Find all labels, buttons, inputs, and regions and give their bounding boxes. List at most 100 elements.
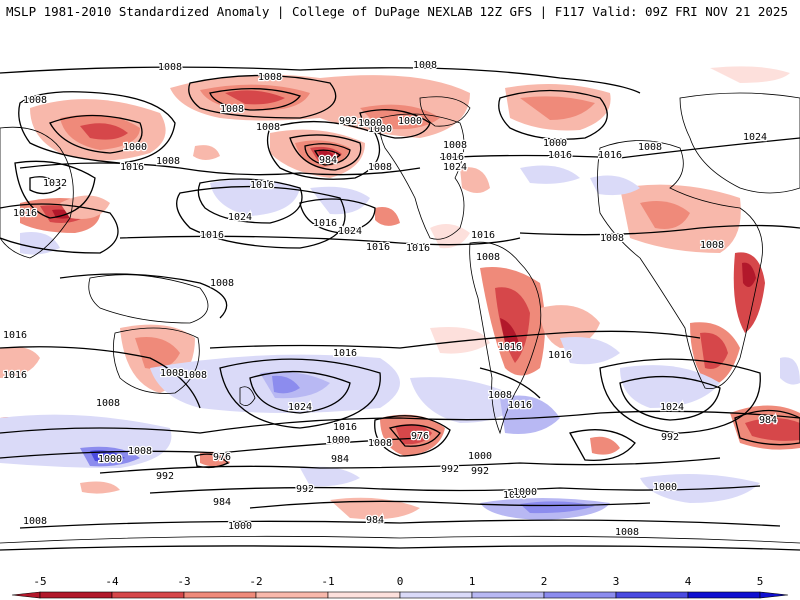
isobar-992-atlantic-low (304, 143, 351, 166)
isobar-label: 1016 (333, 348, 357, 359)
isobar-label: 1008 (23, 516, 47, 527)
isobar-label: 1016 (471, 230, 495, 241)
isobar-1024-indian-high (619, 375, 721, 421)
isobar-1016-atlantic (519, 224, 800, 236)
isobar-label: 1008 (443, 140, 467, 151)
isobar-label: 1000 (326, 435, 350, 446)
colorbar-swatch (111, 591, 185, 599)
isobars (0, 66, 800, 551)
colorbar-swatch (39, 591, 113, 599)
isobar-1016-subtropical (176, 185, 346, 249)
isobar-label: 1016 (440, 152, 464, 163)
isobar-label: 1016 (366, 242, 390, 253)
isobar-1016-indian-high (599, 358, 761, 434)
colorbar-tick-label: 1 (469, 575, 476, 588)
coastline-north-america (379, 113, 465, 240)
isobar-label: 1000 (368, 124, 392, 135)
isobar-label: 1008 (413, 60, 437, 71)
colorbar-arrow-low (11, 591, 41, 599)
isobar-1016-asia (0, 203, 119, 254)
colorbar-swatch (543, 591, 617, 599)
map-title: MSLP 1981-2010 Standardized Anomaly | Co… (6, 4, 473, 19)
isobar-1016-pacific (19, 162, 421, 176)
isobar-label: 1008 (638, 142, 662, 153)
isobar-1000-scandinavia (359, 109, 431, 139)
negative-anomaly-shading (0, 66, 800, 520)
isobar-label: 1008 (158, 62, 182, 73)
isobar-label: 1000 (358, 118, 382, 129)
isobar-1008-asia-monsoon (59, 273, 228, 319)
isobar-1016-central (439, 137, 800, 159)
isobar-label: 1008 (156, 156, 180, 167)
isobar-label: 1016 (333, 422, 357, 433)
isobar-label: 1008 (700, 240, 724, 251)
isobar-label: 1024 (228, 212, 252, 223)
isobar-1008-arctic (188, 74, 337, 119)
isobar-label: 1016 (13, 208, 37, 219)
isobar-1000-aleutian (49, 114, 143, 154)
isobar-1016-south-america (479, 367, 541, 399)
isobar-label: 984 (319, 155, 337, 166)
isobar-label: 1008 (128, 446, 152, 457)
isobar-label: 1008 (160, 368, 184, 379)
isobar-1016-south-pacific-high (219, 358, 381, 429)
isobar-label: 1032 (43, 178, 67, 189)
colorbar-tick-label: -3 (177, 575, 190, 588)
coastline-new-zealand (239, 386, 256, 406)
isobar-label: 1008 (256, 122, 280, 133)
anomaly-east-africa (733, 252, 765, 333)
isobar-1008-subtropical-south (0, 346, 201, 409)
isobar-992-low-3 (569, 429, 636, 462)
isobar-label: 1016 (598, 150, 622, 161)
isobar-label: 984 (759, 415, 777, 426)
isobar-1016-south-pacific (209, 330, 701, 349)
isobar-label: 1008 (220, 104, 244, 115)
isobar-1000-atlantic-low (289, 134, 362, 171)
coastline-asia (679, 92, 800, 194)
isobar-984-atlantic-low (313, 149, 342, 161)
isobar-984-low-1 (374, 415, 451, 457)
isobar-label: 1024 (443, 162, 467, 173)
isobar-label: 992 (661, 432, 679, 443)
isobar-1024-atlantic-high (299, 198, 376, 234)
isobar-label: 1016 (120, 162, 144, 173)
isobar-1000-siberia (498, 89, 608, 140)
isobar-label: 1016 (498, 342, 522, 353)
isobar-label: 976 (213, 452, 231, 463)
coastlines (0, 92, 800, 544)
coastline-east-asia (0, 126, 74, 259)
isobar-label: 1016 (250, 180, 274, 191)
isobar-label: 1008 (183, 370, 207, 381)
colorbar-tick-label: 5 (757, 575, 764, 588)
isobar-label: 1008 (368, 162, 392, 173)
isobar-1008-southern (0, 410, 800, 434)
colorbar-swatch (687, 591, 761, 599)
isobar-label: 984 (331, 454, 349, 465)
colorbar-arrow-high (759, 591, 789, 599)
isobar-label: 1000 (398, 116, 422, 127)
isobar-label: 1016 (508, 400, 532, 411)
colorbar-swatch (183, 591, 257, 599)
colorbar-tick-label: -1 (321, 575, 334, 588)
isobar-1008-north (0, 66, 641, 94)
colorbar-tick-label: 0 (397, 575, 404, 588)
isobar-label: 1016 (313, 218, 337, 229)
colorbar-tick-label: 3 (613, 575, 620, 588)
isobar-label: 1000 (468, 451, 492, 462)
isobar-label: 992 (441, 464, 459, 475)
isobar-label: 1008 (258, 72, 282, 83)
isobar-label: 1024 (743, 132, 767, 143)
isobar-1000-arctic (209, 88, 302, 111)
isobar-label: 1016 (3, 370, 27, 381)
isobar-label: 1008 (488, 390, 512, 401)
isobar-label: 1008 (210, 278, 234, 289)
isobar-label: 992 (471, 466, 489, 477)
anomaly-colorbar: -5 -4 -3 -2 -1 0 1 2 3 4 5 (11, 575, 789, 599)
isobar-1032-asia (29, 176, 61, 195)
isobar-label: 1008 (96, 398, 120, 409)
isobar-1000-antarctic (19, 519, 781, 529)
isobar-1024-asia (14, 160, 96, 219)
isobar-label: 1024 (338, 226, 362, 237)
isobar-label: 992 (339, 116, 357, 127)
